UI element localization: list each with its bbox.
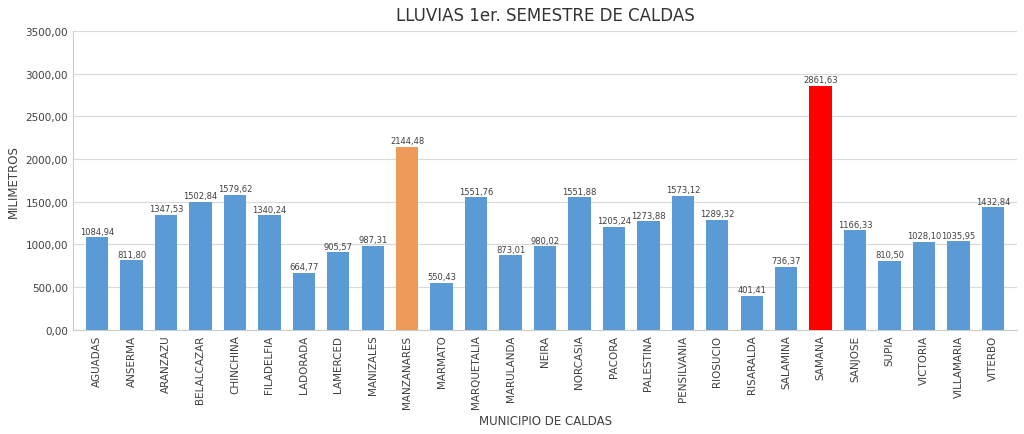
Bar xyxy=(121,261,142,330)
Text: 1551,76: 1551,76 xyxy=(459,187,494,196)
X-axis label: MUNICIPIO DE CALDAS: MUNICIPIO DE CALDAS xyxy=(478,414,611,427)
Bar xyxy=(534,247,556,330)
Text: 905,57: 905,57 xyxy=(324,242,353,251)
Bar xyxy=(500,256,522,330)
Bar xyxy=(947,242,970,330)
Bar xyxy=(637,221,659,330)
Bar xyxy=(189,202,212,330)
Text: 2144,48: 2144,48 xyxy=(390,137,424,146)
Text: 1573,12: 1573,12 xyxy=(666,186,700,194)
Bar xyxy=(982,208,1005,330)
Text: 873,01: 873,01 xyxy=(496,245,525,254)
Text: 1205,24: 1205,24 xyxy=(597,217,631,226)
Text: 1084,94: 1084,94 xyxy=(80,227,115,236)
Bar xyxy=(844,231,866,330)
Text: 550,43: 550,43 xyxy=(427,273,456,282)
Y-axis label: MILIMETROS: MILIMETROS xyxy=(7,145,19,217)
Text: 736,37: 736,37 xyxy=(771,257,801,266)
Text: 2861,63: 2861,63 xyxy=(804,76,838,85)
Text: 1347,53: 1347,53 xyxy=(148,205,183,214)
Bar xyxy=(707,220,728,330)
Text: 664,77: 664,77 xyxy=(289,263,318,272)
Text: 810,50: 810,50 xyxy=(876,250,904,260)
Bar xyxy=(740,296,763,330)
Text: 1340,24: 1340,24 xyxy=(252,205,287,214)
Bar xyxy=(809,86,831,330)
Text: 1289,32: 1289,32 xyxy=(700,210,734,219)
Text: 1551,88: 1551,88 xyxy=(562,187,597,196)
Text: 1432,84: 1432,84 xyxy=(976,197,1010,207)
Text: 980,02: 980,02 xyxy=(530,236,559,245)
Bar xyxy=(258,216,281,330)
Bar xyxy=(361,246,384,330)
Bar xyxy=(603,227,625,330)
Title: LLUVIAS 1er. SEMESTRE DE CALDAS: LLUVIAS 1er. SEMESTRE DE CALDAS xyxy=(395,7,694,25)
Text: 1273,88: 1273,88 xyxy=(631,211,666,220)
Bar xyxy=(672,196,694,330)
Bar xyxy=(327,253,349,330)
Bar xyxy=(293,273,315,330)
Bar xyxy=(86,238,109,330)
Text: 1028,10: 1028,10 xyxy=(907,232,941,241)
Bar xyxy=(430,283,453,330)
Text: 1579,62: 1579,62 xyxy=(218,185,252,194)
Text: 987,31: 987,31 xyxy=(358,235,387,244)
Bar xyxy=(879,261,901,330)
Bar xyxy=(223,195,246,330)
Text: 401,41: 401,41 xyxy=(737,285,766,294)
Bar xyxy=(396,148,419,330)
Bar xyxy=(912,243,935,330)
Bar xyxy=(775,267,798,330)
Bar xyxy=(465,198,487,330)
Text: 1166,33: 1166,33 xyxy=(838,220,872,229)
Bar xyxy=(155,215,177,330)
Bar xyxy=(568,198,591,330)
Text: 1035,95: 1035,95 xyxy=(941,231,976,240)
Text: 1502,84: 1502,84 xyxy=(183,191,217,201)
Text: 811,80: 811,80 xyxy=(117,250,146,260)
